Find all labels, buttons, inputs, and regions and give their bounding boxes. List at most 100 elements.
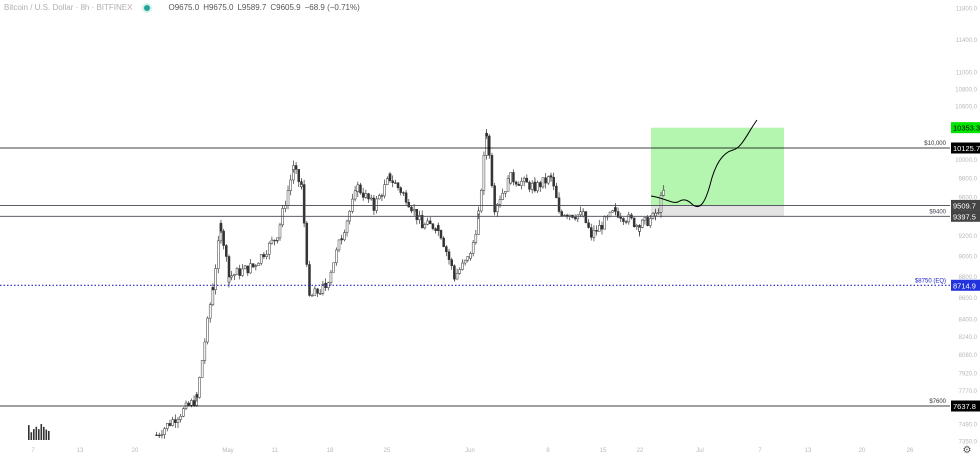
candle xyxy=(203,338,207,364)
market-status-icon xyxy=(144,4,151,11)
candle xyxy=(517,181,521,186)
candle xyxy=(337,239,341,253)
candle xyxy=(324,278,327,291)
candle xyxy=(292,160,295,173)
candle xyxy=(386,176,389,186)
x-tick-label: 8 xyxy=(546,448,550,454)
price-tag: 7637.8 xyxy=(953,402,976,411)
y-tick-label: 11000.0 xyxy=(956,71,978,77)
y-tick-label: 8240.0 xyxy=(959,335,978,341)
x-tick-label: 11 xyxy=(272,448,279,454)
candle xyxy=(40,424,43,440)
candle xyxy=(33,429,35,440)
candle xyxy=(289,174,292,196)
price-tag: 9509.7 xyxy=(953,201,976,210)
candle xyxy=(555,182,558,199)
candle xyxy=(431,223,435,231)
candle xyxy=(573,214,577,221)
candle xyxy=(251,265,255,269)
candle xyxy=(38,429,40,440)
x-tick-label: 13 xyxy=(805,448,812,454)
candle xyxy=(598,219,601,232)
candle xyxy=(276,237,279,244)
candle xyxy=(233,273,236,281)
x-tick-label: 22 xyxy=(637,448,644,454)
candle xyxy=(372,206,376,216)
candle xyxy=(579,206,582,218)
candle xyxy=(418,210,421,224)
x-tick-label: Jun xyxy=(465,448,475,454)
candle xyxy=(219,221,223,234)
y-tick-label: 10600.0 xyxy=(955,105,977,111)
candle xyxy=(584,211,588,224)
candle xyxy=(30,432,33,440)
candle xyxy=(474,230,478,245)
candle xyxy=(259,254,263,266)
level-label: $8750 (EQ) xyxy=(915,278,946,284)
candle xyxy=(318,289,322,296)
candle xyxy=(455,268,459,280)
candle xyxy=(327,281,330,291)
candle xyxy=(235,267,239,275)
level-label: $7600 xyxy=(929,399,946,405)
candle xyxy=(254,263,258,271)
candle xyxy=(176,417,180,428)
candle xyxy=(163,426,166,439)
candle xyxy=(166,422,169,432)
candle xyxy=(198,376,201,399)
candle xyxy=(267,241,271,260)
candle xyxy=(530,180,534,194)
price-tag-bg xyxy=(951,142,980,154)
y-tick-label: 7490.0 xyxy=(959,422,978,428)
candle xyxy=(225,244,228,262)
candle xyxy=(501,188,504,201)
x-tick-label: 7 xyxy=(758,448,762,454)
candle xyxy=(171,416,174,427)
x-tick-label: 20 xyxy=(859,448,866,454)
candle xyxy=(174,414,177,429)
candle xyxy=(603,215,606,230)
candle xyxy=(657,208,660,215)
candle xyxy=(321,280,325,296)
candle xyxy=(434,227,437,234)
candle xyxy=(273,239,276,246)
candle xyxy=(184,400,188,411)
legend-header: Bitcoin / U.S. Dollar · 8h · BITFINEX O9… xyxy=(4,3,360,12)
candle xyxy=(329,269,333,286)
candle xyxy=(498,195,502,208)
price-tag-bg xyxy=(951,400,980,412)
candle xyxy=(265,250,268,260)
candle xyxy=(217,235,220,274)
candle xyxy=(284,200,287,213)
candle xyxy=(445,244,448,257)
candle xyxy=(378,193,381,200)
candle xyxy=(402,191,405,197)
candle xyxy=(364,189,368,199)
y-tick-label: 9200.0 xyxy=(959,234,978,240)
candle xyxy=(600,221,604,235)
candle xyxy=(348,210,351,225)
candle xyxy=(447,248,451,265)
change-value: −68.9 (−0.71%) xyxy=(304,3,360,12)
candle xyxy=(485,128,488,140)
candle xyxy=(297,168,301,188)
candle xyxy=(43,426,45,440)
candle xyxy=(437,223,440,231)
candle xyxy=(367,192,370,203)
candle xyxy=(249,259,252,274)
candle xyxy=(463,259,467,266)
candle xyxy=(479,188,483,214)
candle xyxy=(622,217,625,225)
y-tick-label: 9000.0 xyxy=(959,254,978,260)
settings-gear-icon[interactable]: ⚙ xyxy=(963,445,972,456)
candle xyxy=(632,217,636,228)
candle xyxy=(482,151,486,196)
price-tag-bg xyxy=(951,199,980,211)
candle xyxy=(643,216,647,225)
candle xyxy=(549,174,553,182)
candle xyxy=(48,430,50,440)
y-tick-label: 11800.0 xyxy=(956,6,978,12)
candle xyxy=(412,204,416,216)
